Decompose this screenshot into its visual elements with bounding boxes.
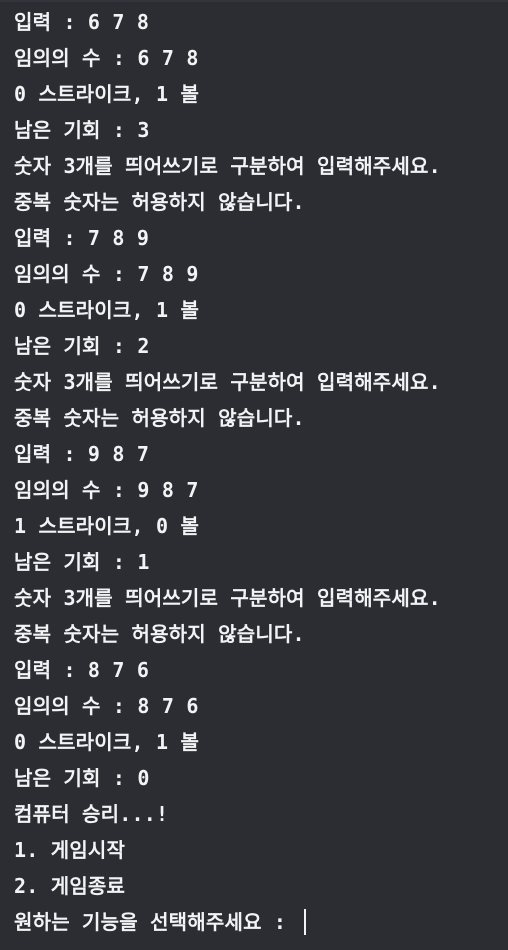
terminal-line: 남은 기회 : 1 — [14, 550, 150, 574]
text-cursor — [304, 909, 307, 935]
terminal-line: 숫자 3개를 띄어쓰기로 구분하여 입력해주세요. — [14, 154, 441, 178]
terminal-line: 2. 게임종료 — [14, 874, 126, 898]
terminal-line: 남은 기회 : 0 — [14, 766, 150, 790]
terminal-line: 입력 : 7 8 9 — [14, 226, 150, 250]
terminal-line: 입력 : 6 7 8 — [14, 10, 150, 34]
terminal-line: 숫자 3개를 띄어쓰기로 구분하여 입력해주세요. — [14, 370, 441, 394]
terminal-line: 임의의 수 : 7 8 9 — [14, 262, 199, 286]
terminal-line: 0 스트라이크, 1 볼 — [14, 298, 200, 322]
terminal-line: 컴퓨터 승리...! — [14, 802, 169, 826]
terminal-line: 숫자 3개를 띄어쓰기로 구분하여 입력해주세요. — [14, 586, 441, 610]
terminal-line: 임의의 수 : 8 7 6 — [14, 694, 199, 718]
top-border — [0, 0, 508, 2]
terminal-line: 중복 숫자는 허용하지 않습니다. — [14, 190, 305, 214]
input-prompt-line[interactable]: 원하는 기능을 선택해주세요 : — [14, 904, 508, 940]
terminal-line: 임의의 수 : 6 7 8 — [14, 46, 199, 70]
terminal-line: 중복 숫자는 허용하지 않습니다. — [14, 406, 305, 430]
terminal-line: 남은 기회 : 3 — [14, 118, 150, 142]
terminal-line: 중복 숫자는 허용하지 않습니다. — [14, 622, 305, 646]
terminal-line: 임의의 수 : 9 8 7 — [14, 478, 199, 502]
terminal-line: 1 스트라이크, 0 볼 — [14, 514, 200, 538]
terminal-line: 0 스트라이크, 1 볼 — [14, 730, 200, 754]
terminal-line: 입력 : 9 8 7 — [14, 442, 150, 466]
terminal-line: 0 스트라이크, 1 볼 — [14, 82, 200, 106]
terminal-line: 1. 게임시작 — [14, 838, 126, 862]
terminal-line: 입력 : 8 7 6 — [14, 658, 150, 682]
terminal-line: 남은 기회 : 2 — [14, 334, 150, 358]
input-prompt-text: 원하는 기능을 선택해주세요 : — [14, 910, 299, 934]
